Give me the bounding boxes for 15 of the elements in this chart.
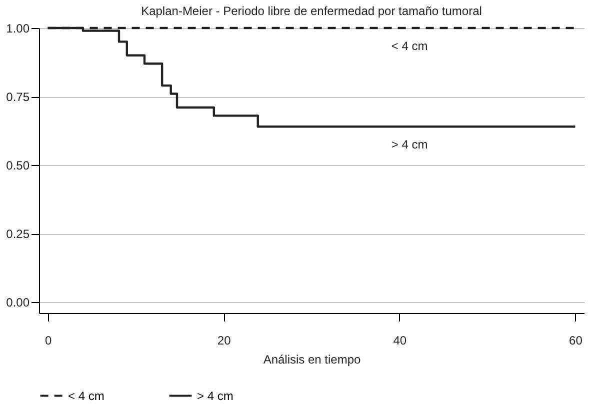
annotation: < 4 cm — [391, 39, 428, 53]
x-tick-label: 60 — [569, 334, 583, 348]
x-tick-label: 20 — [217, 334, 232, 348]
y-tick-label: 1.00 — [6, 22, 30, 36]
y-tick-label: 0.75 — [6, 90, 30, 104]
x-tick-label: 0 — [44, 334, 52, 348]
x-tick-label: 40 — [393, 334, 407, 348]
y-tick-label: 0.00 — [6, 296, 30, 310]
chart-title: Kaplan-Meier - Periodo libre de enfermedad por tamaño tumoral — [141, 4, 482, 18]
x-axis-title: Análisis en tiempo — [263, 352, 362, 366]
y-tick-label: 0.50 — [6, 158, 30, 173]
annotation: > 4 cm — [391, 138, 428, 152]
legend-label: > 4 cm — [197, 388, 234, 403]
y-tick-label: 0.25 — [6, 227, 30, 242]
legend-label: < 4 cm — [68, 388, 104, 403]
